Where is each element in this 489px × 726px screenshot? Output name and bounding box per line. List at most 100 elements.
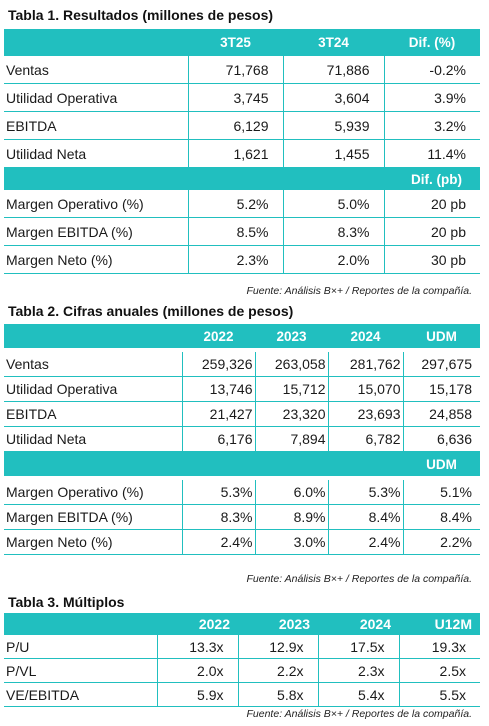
- cell-value: 2.0x: [156, 658, 238, 683]
- cell-value: 2.5x: [398, 658, 480, 683]
- cell-value: 3,745: [187, 83, 283, 112]
- cell-value: 5.3%: [327, 480, 403, 505]
- row-label: Margen EBITDA (%): [4, 504, 182, 530]
- table-row: Ventas 71,768 71,886 -0.2%: [4, 56, 480, 84]
- row-label: Margen Neto (%): [4, 245, 188, 274]
- table3-header-row: 2022 2023 2024 U12M: [4, 613, 480, 635]
- cell-value: 2.4%: [181, 529, 255, 555]
- row-label: Margen Operativo (%): [4, 480, 182, 505]
- row-label: Margen Operativo (%): [4, 190, 188, 218]
- row-label: Utilidad Neta: [4, 139, 188, 168]
- row-label: Utilidad Operativa: [4, 376, 182, 402]
- cell-value: 6,129: [187, 111, 283, 140]
- cell-value: 17.5x: [317, 635, 399, 659]
- row-label: Ventas: [4, 352, 182, 377]
- cell-value: 5,939: [282, 111, 384, 140]
- cell-value: 15,178: [402, 376, 480, 402]
- table2-subheader-blank: [4, 451, 403, 476]
- cell-value: 5.5x: [398, 682, 480, 707]
- table3-header-2024: 2024: [318, 613, 399, 635]
- cell-value: 13.3x: [156, 635, 238, 659]
- table-row: Ventas 259,326 263,058 281,762 297,675: [4, 352, 480, 377]
- cell-value: 6,176: [181, 426, 255, 452]
- table1-results: 3T25 3T24 Dif. (%) Ventas 71,768 71,886 …: [4, 29, 480, 274]
- table1-source: Fuente: Análisis B×+ / Reportes de la co…: [246, 285, 473, 297]
- table3-header-blank: [4, 613, 157, 635]
- cell-value: 24,858: [402, 401, 480, 427]
- table1-subheader-row: Dif. (pb): [4, 167, 480, 190]
- cell-value: 2.0%: [282, 245, 384, 274]
- cell-value: 1,455: [282, 139, 384, 168]
- table-row: EBITDA 6,129 5,939 3.2%: [4, 111, 480, 140]
- cell-value: 11.4%: [383, 139, 480, 168]
- cell-value: 2.2%: [402, 529, 480, 555]
- cell-value: 8.3%: [181, 504, 255, 530]
- table3-header-u12m: U12M: [399, 613, 480, 635]
- cell-value: 3.0%: [254, 529, 328, 555]
- cell-value: 5.0%: [282, 190, 384, 218]
- table-row: Margen Operativo (%) 5.2% 5.0% 20 pb: [4, 190, 480, 218]
- cell-value: 15,070: [327, 376, 403, 402]
- table2-source: Fuente: Análisis B×+ / Reportes de la co…: [246, 573, 473, 585]
- cell-value: 259,326: [181, 352, 255, 377]
- table3-header-2023: 2023: [238, 613, 318, 635]
- row-label: Margen Neto (%): [4, 529, 182, 555]
- table-row: Utilidad Neta 1,621 1,455 11.4%: [4, 139, 480, 168]
- cell-value: 2.4%: [327, 529, 403, 555]
- cell-value: 2.2x: [237, 658, 318, 683]
- table1-title: Tabla 1. Resultados (millones de pesos): [8, 7, 274, 23]
- cell-value: 8.4%: [327, 504, 403, 530]
- table2-subheader-udm: UDM: [403, 451, 480, 476]
- cell-value: 263,058: [254, 352, 328, 377]
- row-label: P/U: [4, 635, 157, 659]
- table2-header-blank: [4, 324, 182, 348]
- table2-header-2024: 2024: [328, 324, 403, 348]
- row-label: P/VL: [4, 658, 157, 683]
- table1-header-dif: Dif. (%): [384, 29, 480, 56]
- table3-title: Tabla 3. Múltiplos: [8, 594, 125, 610]
- cell-value: 23,320: [254, 401, 328, 427]
- row-label: Ventas: [4, 56, 188, 84]
- cell-value: 3.9%: [383, 83, 480, 112]
- row-label: Utilidad Operativa: [4, 83, 188, 112]
- cell-value: 5.1%: [402, 480, 480, 505]
- table-row: Margen Neto (%) 2.3% 2.0% 30 pb: [4, 245, 480, 274]
- table-row: Utilidad Neta 6,176 7,894 6,782 6,636: [4, 426, 480, 452]
- cell-value: 5.3%: [181, 480, 255, 505]
- table-row: Margen EBITDA (%) 8.5% 8.3% 20 pb: [4, 217, 480, 246]
- cell-value: 281,762: [327, 352, 403, 377]
- table-row: Utilidad Operativa 13,746 15,712 15,070 …: [4, 376, 480, 402]
- row-label: EBITDA: [4, 111, 188, 140]
- table-row: Margen Neto (%) 2.4% 3.0% 2.4% 2.2%: [4, 529, 480, 555]
- table2-subheader-row: UDM: [4, 451, 480, 476]
- cell-value: 23,693: [327, 401, 403, 427]
- table-row: Utilidad Operativa 3,745 3,604 3.9%: [4, 83, 480, 112]
- table3-source: Fuente: Análisis B×+ / Reportes de la co…: [246, 708, 473, 720]
- row-label: Margen EBITDA (%): [4, 217, 188, 246]
- row-label: EBITDA: [4, 401, 182, 427]
- table3-multiples: 2022 2023 2024 U12M P/U 13.3x 12.9x 17.5…: [4, 613, 480, 707]
- cell-value: 71,886: [282, 56, 384, 84]
- cell-value: 1,621: [187, 139, 283, 168]
- cell-value: 3.2%: [383, 111, 480, 140]
- cell-value: 20 pb: [383, 190, 480, 218]
- table-row: EBITDA 21,427 23,320 23,693 24,858: [4, 401, 480, 427]
- cell-value: 5.4x: [317, 682, 399, 707]
- table1-subheader-blank: [4, 167, 384, 190]
- table1-subheader-dif-pb: Dif. (pb): [384, 167, 480, 190]
- table1-header-3t24: 3T24: [283, 29, 384, 56]
- cell-value: 12.9x: [237, 635, 318, 659]
- cell-value: 8.4%: [402, 504, 480, 530]
- table1-header-3t25: 3T25: [188, 29, 283, 56]
- cell-value: 3,604: [282, 83, 384, 112]
- cell-value: 6.0%: [254, 480, 328, 505]
- cell-value: 5.8x: [237, 682, 318, 707]
- cell-value: 8.5%: [187, 217, 283, 246]
- table2-header-2022: 2022: [182, 324, 255, 348]
- cell-value: 6,782: [327, 426, 403, 452]
- cell-value: 2.3x: [317, 658, 399, 683]
- table1-header-blank: [4, 29, 188, 56]
- table-row: VE/EBITDA 5.9x 5.8x 5.4x 5.5x: [4, 682, 480, 707]
- cell-value: 8.9%: [254, 504, 328, 530]
- cell-value: 2.3%: [187, 245, 283, 274]
